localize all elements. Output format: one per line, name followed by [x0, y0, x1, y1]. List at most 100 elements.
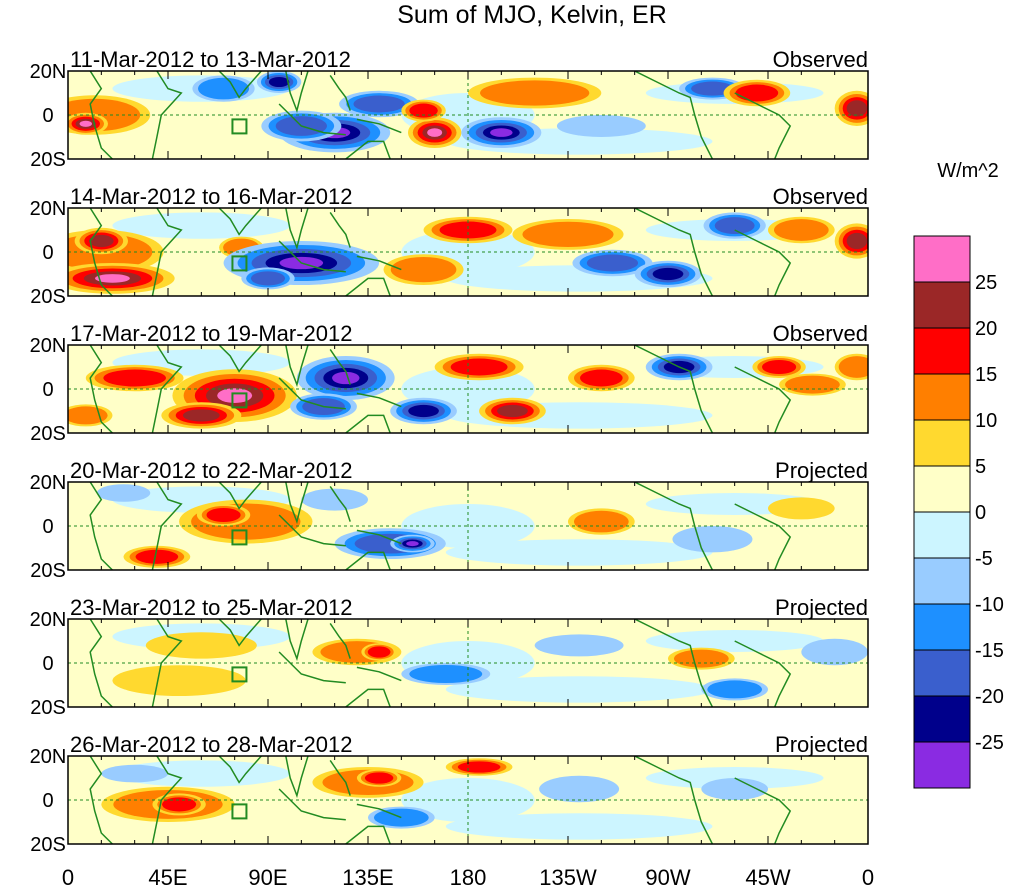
contour-region — [112, 665, 246, 696]
colorbar-swatch — [913, 327, 971, 375]
contour-region — [672, 526, 753, 553]
chart-title: Sum of MJO, Kelvin, ER — [397, 1, 667, 29]
colorbar-swatch — [913, 419, 971, 467]
contour-region — [450, 358, 508, 376]
contour-region — [574, 510, 629, 533]
contour-region — [674, 649, 729, 668]
y-tick-label: 0 — [42, 790, 53, 812]
x-tick-label: 90E — [248, 865, 287, 889]
contour-region — [707, 680, 763, 699]
map-panel: 20N 0 20S 23-Mar-2012 to 25-Mar-2012 Project… — [30, 595, 869, 719]
x-tick-label: 45W — [745, 865, 790, 889]
y-tick-label: 0 — [42, 379, 53, 401]
y-tick-label: 20S — [30, 834, 66, 856]
contour-region — [580, 369, 623, 387]
contour-region — [332, 371, 360, 385]
colorbar-tick-label: -5 — [975, 548, 993, 570]
contour-region — [112, 212, 291, 239]
x-tick-label: 135W — [539, 865, 597, 889]
x-tick-label: 180 — [450, 865, 487, 889]
contour-region — [768, 497, 835, 520]
panel-date-range: 26-Mar-2012 to 28-Mar-2012 — [70, 732, 352, 757]
panel-date-range: 20-Mar-2012 to 22-Mar-2012 — [70, 458, 352, 483]
panel-status: Projected — [775, 458, 868, 483]
coastline — [89, 482, 792, 570]
index-box — [231, 118, 248, 135]
map-panel: 20N 0 20S 11-Mar-2012 to 13-Mar-2012 Observe… — [30, 47, 869, 171]
contour-region — [409, 664, 483, 684]
index-box — [231, 666, 248, 683]
y-tick-label: 0 — [42, 105, 53, 127]
y-tick-label: 0 — [42, 653, 53, 675]
contour-region — [427, 128, 443, 137]
colorbar-tick-label: -10 — [975, 594, 1004, 616]
contour-region — [95, 274, 130, 283]
x-tick-label: 90W — [645, 865, 690, 889]
contour-region — [846, 100, 868, 117]
y-tick-label: 0 — [42, 516, 53, 538]
contour-region — [101, 764, 168, 783]
contour-region — [714, 217, 755, 235]
panel-date-range: 11-Mar-2012 to 13-Mar-2012 — [70, 47, 351, 72]
y-tick-label: 20N — [30, 609, 67, 631]
y-tick-label: 20S — [30, 149, 66, 171]
panel-date-range: 17-Mar-2012 to 19-Mar-2012 — [70, 321, 352, 346]
contour-region — [801, 638, 868, 666]
contour-region — [691, 81, 734, 96]
index-box — [231, 529, 248, 546]
contour-region — [374, 808, 429, 827]
colorbar-swatch — [913, 281, 971, 329]
x-tick-label: 45E — [148, 865, 187, 889]
contour-region — [103, 369, 166, 387]
coastline — [89, 71, 792, 159]
colorbar-swatch — [913, 235, 971, 283]
contour-region — [198, 77, 250, 100]
contour-region — [762, 359, 797, 375]
contour-region — [645, 630, 824, 652]
contour-region — [439, 221, 497, 239]
contour-region — [556, 115, 646, 137]
contour-region — [586, 254, 639, 272]
y-tick-label: 20N — [30, 472, 67, 494]
y-tick-label: 20N — [30, 61, 67, 83]
map-panel: 20N 0 20S 14-Mar-2012 to 16-Mar-2012 Observe… — [30, 184, 869, 308]
contour-region — [390, 256, 457, 283]
contour-region — [445, 539, 713, 566]
panel-date-range: 23-Mar-2012 to 25-Mar-2012 — [70, 595, 352, 620]
panel-status: Projected — [775, 732, 868, 757]
colorbar: W/m^2 25 20 15 10 5 0 -5 -10 -15 -20 -25 — [913, 160, 1004, 789]
colorbar-swatch — [913, 465, 971, 513]
contour-region — [497, 404, 528, 418]
colorbar-swatch — [913, 649, 971, 697]
contour-region — [364, 772, 394, 784]
y-tick-label: 20S — [30, 697, 66, 719]
contour-region — [457, 761, 501, 773]
y-tick-label: 0 — [42, 242, 53, 264]
colorbar-tick-label: 25 — [975, 272, 997, 294]
colorbar-tick-label: 20 — [975, 318, 997, 340]
contour-region — [480, 80, 590, 106]
panel-date-range: 14-Mar-2012 to 16-Mar-2012 — [70, 184, 352, 209]
x-tick-label: 0 — [862, 865, 874, 889]
map-panel: 20N 0 20S 17-Mar-2012 to 19-Mar-2012 Observe… — [30, 321, 869, 445]
contour-region — [206, 507, 241, 523]
contour-region — [217, 388, 253, 403]
y-tick-label: 20S — [30, 286, 66, 308]
contour-region — [445, 676, 713, 703]
contour-region — [301, 488, 368, 511]
contour-region — [182, 409, 220, 422]
colorbar-tick-label: 15 — [975, 364, 997, 386]
contour-region — [162, 797, 197, 812]
panel-status: Projected — [775, 595, 868, 620]
contour-region — [79, 120, 92, 127]
y-tick-label: 20N — [30, 746, 67, 768]
panel-status: Observed — [773, 47, 868, 72]
index-box — [231, 803, 248, 820]
colorbar-swatch — [913, 373, 971, 421]
panel-status: Observed — [773, 184, 868, 209]
panel-status: Observed — [773, 321, 868, 346]
contour-region — [445, 813, 713, 840]
coastline — [89, 208, 792, 296]
y-tick-label: 20N — [30, 198, 67, 220]
x-axis-tick-labels: 0 45E 90E 135E 180 135W 90W 45W 0 — [62, 865, 874, 889]
